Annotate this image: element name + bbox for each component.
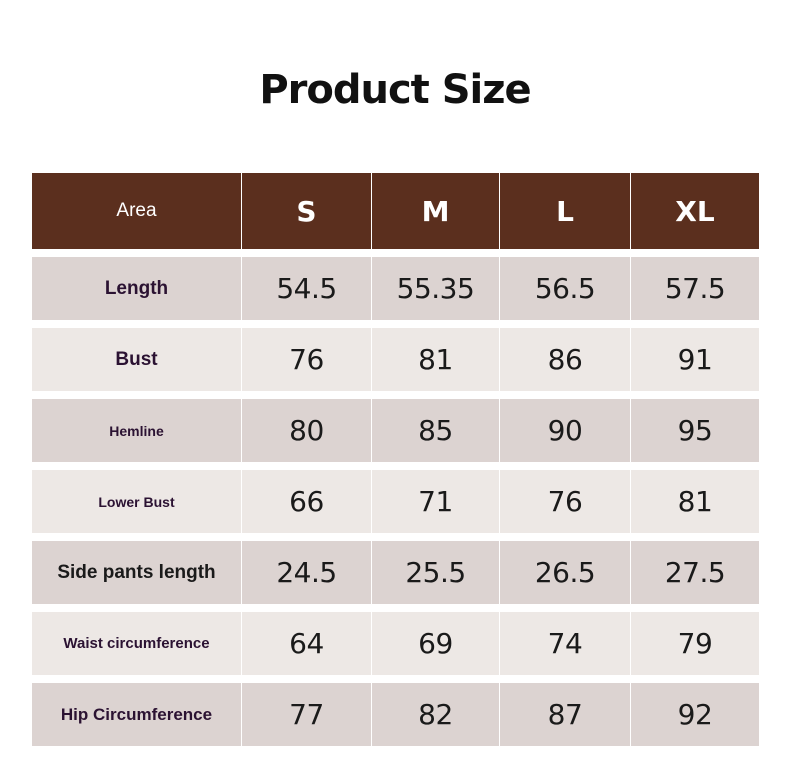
table-cell: 64 — [241, 612, 371, 675]
table-row-hip-circumference: Hip Circumference 77 82 87 92 — [32, 683, 759, 746]
page-title: Product Size — [259, 67, 531, 113]
table-cell: 92 — [630, 683, 759, 746]
column-header-size-m: M — [371, 173, 499, 249]
row-label: Waist circumference — [32, 612, 241, 675]
table-cell: 76 — [499, 470, 630, 533]
table-cell: 26.5 — [499, 541, 630, 604]
table-row-lower-bust: Lower Bust 66 71 76 81 — [32, 470, 759, 533]
row-label: Hip Circumference — [32, 683, 241, 746]
table-header-row: Area S M L XL — [32, 173, 759, 249]
table-cell: 87 — [499, 683, 630, 746]
table-cell: 69 — [371, 612, 499, 675]
table-cell: 91 — [630, 328, 759, 391]
table-row-side-pants-length: Side pants length 24.5 25.5 26.5 27.5 — [32, 541, 759, 604]
size-table: Area S M L XL Length 54.5 55.35 56.5 57.… — [32, 173, 759, 746]
table-cell: 95 — [630, 399, 759, 462]
table-row-length: Length 54.5 55.35 56.5 57.5 — [32, 257, 759, 320]
row-label: Lower Bust — [32, 470, 241, 533]
row-label: Hemline — [32, 399, 241, 462]
table-cell: 74 — [499, 612, 630, 675]
table-cell: 76 — [241, 328, 371, 391]
table-cell: 86 — [499, 328, 630, 391]
column-header-size-s: S — [241, 173, 371, 249]
table-row-hemline: Hemline 80 85 90 95 — [32, 399, 759, 462]
table-cell: 56.5 — [499, 257, 630, 320]
table-cell: 66 — [241, 470, 371, 533]
table-cell: 85 — [371, 399, 499, 462]
table-cell: 79 — [630, 612, 759, 675]
table-cell: 77 — [241, 683, 371, 746]
table-cell: 57.5 — [630, 257, 759, 320]
row-label: Bust — [32, 328, 241, 391]
table-cell: 81 — [371, 328, 499, 391]
table-cell: 90 — [499, 399, 630, 462]
table-cell: 81 — [630, 470, 759, 533]
table-cell: 55.35 — [371, 257, 499, 320]
table-cell: 25.5 — [371, 541, 499, 604]
table-cell: 71 — [371, 470, 499, 533]
table-cell: 82 — [371, 683, 499, 746]
row-label: Length — [32, 257, 241, 320]
column-header-size-l: L — [499, 173, 630, 249]
row-label: Side pants length — [32, 541, 241, 604]
column-header-size-xl: XL — [630, 173, 759, 249]
table-cell: 80 — [241, 399, 371, 462]
table-cell: 24.5 — [241, 541, 371, 604]
table-cell: 27.5 — [630, 541, 759, 604]
table-row-waist-circumference: Waist circumference 64 69 74 79 — [32, 612, 759, 675]
column-header-area: Area — [32, 173, 241, 249]
table-cell: 54.5 — [241, 257, 371, 320]
table-row-bust: Bust 76 81 86 91 — [32, 328, 759, 391]
